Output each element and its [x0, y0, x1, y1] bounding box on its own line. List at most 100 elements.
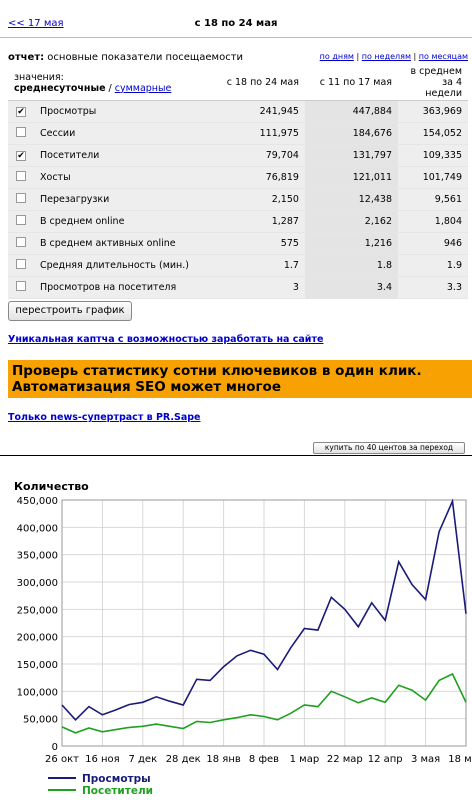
x-tick-label: 28 дек: [166, 754, 201, 765]
row-metric-name: Перезагрузки: [34, 188, 212, 211]
checkbox-box[interactable]: [16, 192, 26, 203]
view-by-months-link[interactable]: по месяцам: [418, 52, 468, 61]
row-checkbox[interactable]: [8, 276, 34, 299]
buy-ad-button[interactable]: купить по 40 центов за переход: [313, 442, 465, 454]
row-value-current: 2,150: [211, 188, 305, 211]
row-value-previous: 131,797: [304, 144, 398, 167]
row-checkbox[interactable]: [8, 166, 34, 189]
checkbox-box[interactable]: [16, 214, 26, 225]
row-checkbox[interactable]: [8, 210, 34, 233]
y-axis-label: Количество: [14, 480, 89, 493]
mode-total-link[interactable]: суммарные: [114, 82, 172, 94]
view-separator: |: [413, 52, 417, 61]
table-row: Перезагрузки 2,150 12,438 9,561: [8, 188, 468, 211]
row-metric-name: В среднем активных online: [34, 232, 212, 255]
row-checkbox[interactable]: [8, 188, 34, 211]
table-row: Средняя длительность (мин.) 1.7 1.8 1.9: [8, 254, 468, 277]
row-value-average: 1.9: [398, 254, 468, 277]
legend-label: Посетители: [82, 785, 153, 797]
row-checkbox[interactable]: [8, 122, 34, 145]
x-tick-label: 3 мая: [411, 754, 440, 765]
row-value-previous: 1,216: [304, 232, 398, 255]
values-mode-cell: значения: среднесуточные / суммарные: [8, 66, 212, 101]
row-value-average: 154,052: [398, 122, 468, 145]
ad-link-prsape[interactable]: Только news-супертраст в PR.Sape: [8, 412, 201, 423]
table-row: ✔ Посетители 79,704 131,797 109,335: [8, 144, 468, 167]
x-tick-label: 12 апр: [368, 754, 403, 765]
row-value-previous: 121,011: [304, 166, 398, 189]
ad-banner-line2: Автоматизация SEO может многое: [12, 379, 281, 395]
checkbox-box[interactable]: [16, 236, 26, 247]
mode-separator: /: [105, 82, 115, 94]
table-row: Просмотров на посетителя 3 3.4 3.3: [8, 276, 468, 299]
y-tick-label: 0: [52, 742, 58, 753]
table-row: ✔ Просмотры 241,945 447,884 363,969: [8, 100, 468, 123]
row-value-previous: 184,676: [304, 122, 398, 145]
table-row: Сессии 111,975 184,676 154,052: [8, 122, 468, 145]
y-tick-label: 200,000: [17, 633, 58, 644]
row-value-previous: 3.4: [304, 276, 398, 299]
ad-link-captcha[interactable]: Уникальная каптча с возможностью заработ…: [8, 334, 324, 345]
row-metric-name: Сессии: [34, 122, 212, 145]
view-separator: |: [356, 52, 360, 61]
stats-table: значения: среднесуточные / суммарные с 1…: [8, 66, 468, 299]
row-value-average: 9,561: [398, 188, 468, 211]
row-value-average: 3.3: [398, 276, 468, 299]
row-value-previous: 12,438: [304, 188, 398, 211]
checkbox-box[interactable]: [16, 280, 26, 291]
checkbox-checked-icon[interactable]: ✔: [16, 150, 26, 161]
x-tick-label: 7 дек: [128, 754, 157, 765]
report-label: отчет:: [8, 52, 45, 63]
row-metric-name: Хосты: [34, 166, 212, 189]
x-tick-label: 8 фев: [249, 754, 279, 765]
table-header-row: значения: среднесуточные / суммарные с 1…: [8, 66, 468, 101]
plot-frame: [61, 499, 467, 747]
checkbox-box[interactable]: [16, 126, 26, 137]
column-header-average: в среднем за 4 недели: [398, 66, 468, 101]
x-tick-label: 26 окт: [45, 754, 79, 765]
table-row: В среднем активных online 575 1,216 946: [8, 232, 468, 255]
row-value-current: 1.7: [211, 254, 305, 277]
table-row: В среднем online 1,287 2,162 1,804: [8, 210, 468, 233]
view-by-days-link[interactable]: по дням: [319, 52, 354, 61]
row-checkbox[interactable]: [8, 232, 34, 255]
ad-banner[interactable]: Проверь статистику сотни ключевиков в од…: [8, 360, 472, 398]
row-value-current: 1,287: [211, 210, 305, 233]
values-header-label: значения:: [14, 71, 64, 83]
row-value-current: 575: [211, 232, 305, 255]
row-value-current: 111,975: [211, 122, 305, 145]
row-checkbox[interactable]: [8, 254, 34, 277]
row-value-previous: 2,162: [304, 210, 398, 233]
row-metric-name: Просмотры: [34, 100, 212, 123]
legend-label: Просмотры: [82, 773, 151, 785]
y-tick-label: 350,000: [17, 551, 58, 562]
series-line-views: [61, 498, 467, 721]
row-value-current: 79,704: [211, 144, 305, 167]
y-tick-label: 150,000: [17, 660, 58, 671]
row-checkbox[interactable]: ✔: [8, 144, 34, 167]
y-tick-label: 100,000: [17, 687, 58, 698]
row-metric-name: Просмотров на посетителя: [34, 276, 212, 299]
checkbox-checked-icon[interactable]: ✔: [16, 106, 26, 117]
row-value-current: 76,819: [211, 166, 305, 189]
row-checkbox[interactable]: ✔: [8, 100, 34, 123]
series-line-visitors: [61, 672, 467, 734]
checkbox-box[interactable]: [16, 170, 26, 181]
y-tick-label: 300,000: [17, 578, 58, 589]
checkbox-box[interactable]: [16, 258, 26, 269]
row-value-average: 109,335: [398, 144, 468, 167]
previous-week-link[interactable]: << 17 мая: [8, 18, 64, 29]
x-tick-label: 1 мар: [290, 754, 320, 765]
mode-daily-label: среднесуточные: [14, 82, 106, 94]
x-tick-label: 22 мар: [327, 754, 363, 765]
view-by-weeks-link[interactable]: по неделям: [361, 52, 411, 61]
y-tick-label: 250,000: [17, 605, 58, 616]
row-value-previous: 1.8: [304, 254, 398, 277]
rebuild-chart-button[interactable]: перестроить график: [8, 301, 132, 321]
period-view-switch: по дням | по неделям | по месяцам: [320, 52, 468, 61]
row-value-average: 101,749: [398, 166, 468, 189]
row-metric-name: Средняя длительность (мин.): [34, 254, 212, 277]
traffic-chart: Количество 0 50,000 100,000 150,000 200,000 25…: [14, 480, 472, 797]
x-tick-label: 16 ноя: [85, 754, 120, 765]
y-tick-label: 50,000: [23, 715, 58, 726]
